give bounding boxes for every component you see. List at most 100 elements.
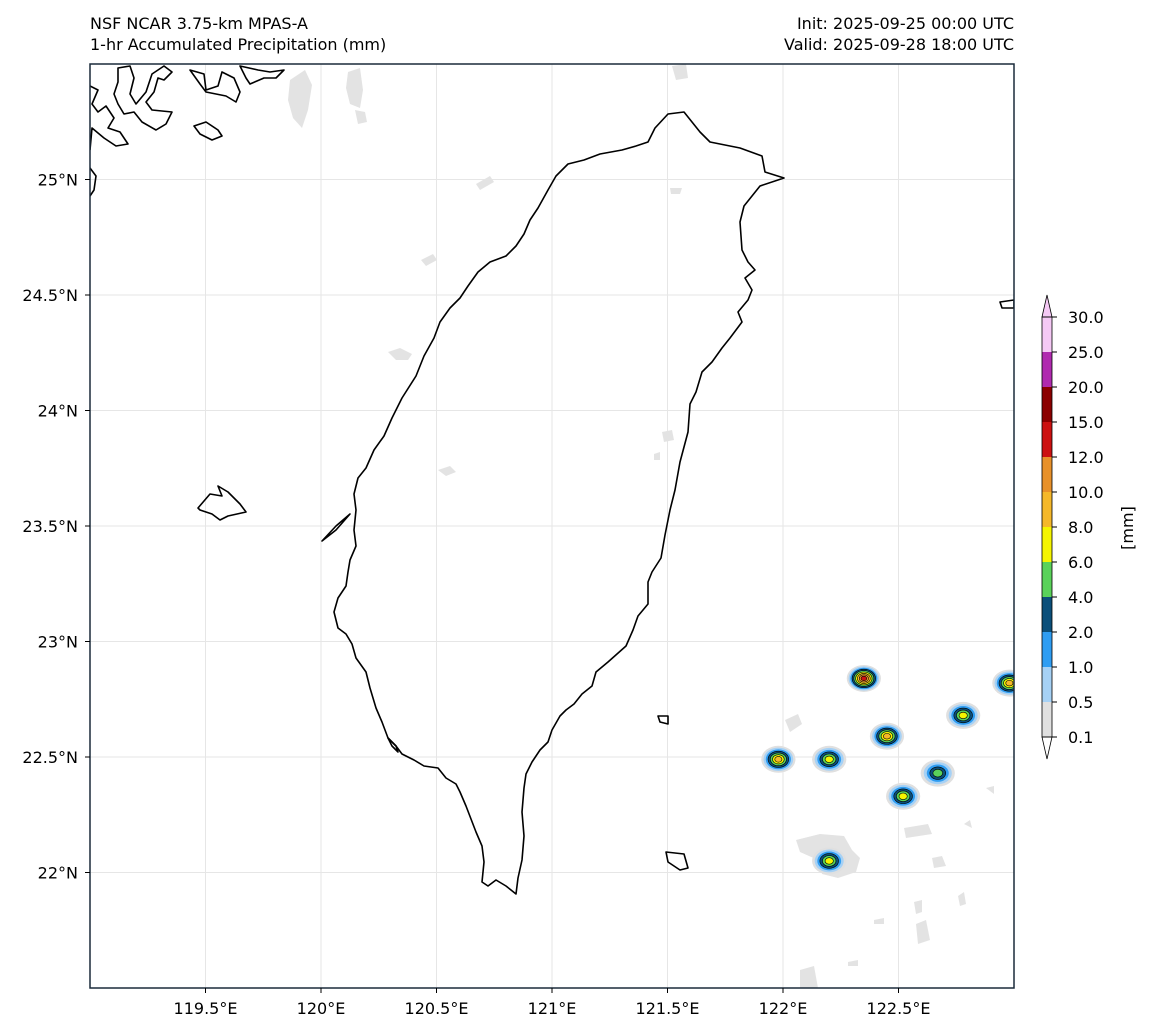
lat-tick-label: 23°N [38, 633, 78, 652]
taiwan-coastline [333, 111, 785, 895]
lon-tick-label: 121°E [528, 999, 577, 1018]
light-precip-patch [421, 254, 437, 266]
light-precip-patch [388, 348, 412, 360]
light-precip-patch [476, 176, 494, 190]
valid-time: Valid: 2025-09-28 18:00 UTC [783, 35, 1014, 54]
light-precip-patch [800, 966, 818, 988]
lat-tick-label: 23.5°N [22, 517, 78, 536]
colorbar-extend-min [1041, 736, 1053, 760]
colorbar: 0.1 0.5 1.0 2.0 4.0 6.0 8.0 10.0 12.0 15.0 20.0 25.… [1041, 294, 1104, 760]
south-coast-islet [387, 737, 399, 753]
precip-contour [958, 711, 968, 719]
precip-contour [898, 792, 908, 800]
west-coast-spit [321, 513, 351, 542]
field-title: 1-hr Accumulated Precipitation (mm) [90, 35, 387, 54]
light-precip-patch [932, 856, 946, 868]
light-precip-patch [904, 824, 932, 838]
title-right: Init: 2025-09-25 00:00 UTC Valid: 2025-0… [784, 13, 1014, 55]
precip-contour [774, 756, 783, 763]
lat-tick-label: 25°N [38, 171, 78, 190]
precip-cell [812, 745, 847, 773]
colorbar-band [1042, 597, 1052, 632]
colorbar-band [1042, 387, 1052, 422]
colorbar-band [1042, 492, 1052, 527]
lanyu-island [665, 851, 689, 871]
model-title: NSF NCAR 3.75-km MPAS-A [90, 14, 308, 33]
latitude-axis: 22°N 22.5°N 23°N 23.5°N 24°N 24.5°N 25°N [22, 171, 90, 883]
lon-tick-label: 119.5°E [174, 999, 238, 1018]
light-precip-patch [958, 892, 966, 906]
penghu-islands [197, 485, 247, 521]
colorbar-tick-label: 20.0 [1068, 378, 1104, 397]
colorbar-band [1042, 527, 1052, 562]
lon-tick-label: 120°E [297, 999, 346, 1018]
colorbar-band [1042, 562, 1052, 597]
precip-cells [761, 664, 1014, 875]
light-precip-patch [288, 70, 312, 128]
colorbar-tick-label: 1.0 [1068, 658, 1093, 677]
lon-tick-label: 121.5°E [636, 999, 700, 1018]
lon-tick-label: 122°E [759, 999, 808, 1018]
precip-cell [946, 701, 981, 729]
yonaguni-island [999, 299, 1014, 309]
light-precip-patch [914, 900, 922, 914]
lat-tick-label: 22°N [38, 864, 78, 883]
init-time: Init: 2025-09-25 00:00 UTC [796, 14, 1014, 33]
longitude-axis: 119.5°E 120°E 120.5°E 121°E 121.5°E 122°E 122.… [174, 988, 931, 1018]
precip-contour [824, 755, 834, 763]
precip-contour [932, 769, 943, 778]
colorbar-tick-label: 25.0 [1068, 343, 1104, 362]
light-precip-patch [672, 64, 688, 80]
lon-tick-label: 120.5°E [405, 999, 469, 1018]
light-precip-patch [654, 452, 660, 460]
colorbar-band [1042, 667, 1052, 702]
colorbar-tick-label: 0.1 [1068, 728, 1093, 747]
colorbar-tick-label: 6.0 [1068, 553, 1093, 572]
colorbar-band [1042, 422, 1052, 457]
precip-cell [761, 745, 796, 773]
colorbar-band [1042, 317, 1052, 352]
precip-cell [846, 664, 881, 692]
light-precip-patch [986, 786, 994, 794]
colorbar-tick-label: 2.0 [1068, 623, 1093, 642]
green-island [657, 715, 669, 725]
light-precip-patch [346, 68, 363, 108]
light-precip-patch [355, 110, 367, 124]
precip-cell [992, 669, 1014, 697]
precip-contour [860, 675, 867, 682]
colorbar-tick-label: 12.0 [1068, 448, 1104, 467]
colorbar-band [1042, 702, 1052, 737]
light-precip-patch [670, 188, 682, 194]
colorbar-band [1042, 632, 1052, 667]
colorbar-tick-label: 30.0 [1068, 308, 1104, 327]
lat-tick-label: 24°N [38, 402, 78, 421]
lat-tick-label: 24.5°N [22, 286, 78, 305]
light-precip-patch [848, 960, 858, 966]
light-precip-patch [916, 920, 930, 944]
china-coastline [90, 65, 285, 197]
precip-contour [1005, 679, 1014, 687]
colorbar-unit-label: [mm] [1118, 506, 1137, 550]
colorbar-band [1042, 457, 1052, 492]
precip-cell [886, 782, 921, 810]
colorbar-tick-label: 0.5 [1068, 693, 1093, 712]
precip-cell [812, 847, 847, 875]
lat-tick-label: 22.5°N [22, 748, 78, 767]
colorbar-extend-max [1041, 294, 1053, 318]
gridlines [90, 64, 1014, 988]
precip-cell [920, 759, 955, 787]
light-precip-patch [964, 820, 972, 828]
precip-contour [883, 733, 891, 740]
colorbar-tick-label: 10.0 [1068, 483, 1104, 502]
coastlines [90, 65, 1014, 895]
title-left: NSF NCAR 3.75-km MPAS-A 1-hr Accumulated… [90, 13, 386, 55]
precip-contour [824, 857, 834, 865]
light-precip-patch [785, 714, 802, 732]
colorbar-tick-label: 8.0 [1068, 518, 1093, 537]
light-precip-patch [438, 466, 456, 476]
light-precip-patch [662, 430, 674, 442]
colorbar-band [1042, 352, 1052, 387]
colorbar-tick-label: 15.0 [1068, 413, 1104, 432]
lon-tick-label: 122.5°E [867, 999, 931, 1018]
